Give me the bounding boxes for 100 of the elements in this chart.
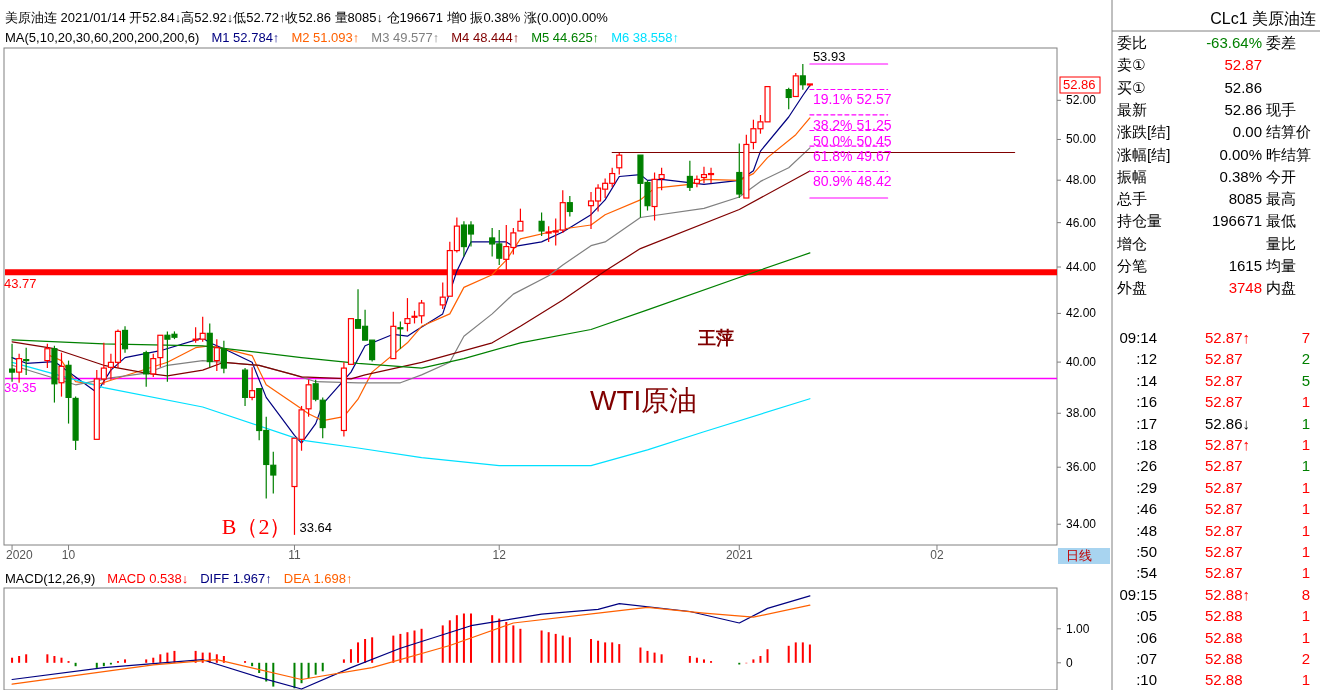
text: 今开	[1266, 167, 1296, 185]
category-label: 涨跌[结]	[1117, 123, 1171, 141]
text: 52.86	[1063, 77, 1096, 92]
chart-title: 美原油连 2021/01/14 开52.84↓高52.92↓低52.72↑收52.86 量8085↓ 仓196671 增0 振0.38% 涨(0.00)0.00%	[5, 10, 609, 25]
text: 1	[1301, 436, 1310, 453]
text: 52.87	[1205, 350, 1243, 368]
bar	[646, 650, 649, 663]
bar	[561, 635, 564, 663]
bar	[660, 654, 663, 663]
bar	[53, 656, 56, 663]
bar	[462, 613, 465, 663]
category-label: :16	[1136, 393, 1157, 411]
text: 52.87	[1205, 478, 1243, 496]
y-tick-label: 34.00	[1066, 517, 1097, 532]
candlestick	[249, 366, 256, 401]
text: 1	[1301, 457, 1310, 475]
chart-title: MACD(12,26,9)	[5, 571, 96, 586]
bar	[794, 642, 797, 663]
category-label: :10	[1136, 671, 1157, 689]
candlestick	[693, 174, 700, 188]
bar	[505, 622, 508, 663]
text: MACD 0.538↓	[107, 571, 189, 586]
text: DIFF 1.967↑	[200, 571, 272, 586]
annotation: WTI原油	[590, 385, 698, 416]
bar	[491, 615, 494, 663]
text: 1	[1301, 521, 1310, 539]
text: M2 51.093↑	[291, 30, 360, 45]
text: 1	[1301, 500, 1310, 518]
text: 52.88	[1205, 671, 1243, 689]
chart-subtitle: MA(5,10,20,30,60,200,200,200,6)	[5, 30, 200, 45]
text: 5	[1301, 371, 1310, 389]
bar	[300, 662, 303, 684]
text: 内盘	[1266, 279, 1296, 297]
text: 日线	[1066, 548, 1092, 563]
text: 8085	[1228, 190, 1262, 208]
text: 0.00%	[1219, 145, 1262, 163]
bar	[413, 630, 416, 663]
y-tick-label: 38.00	[1066, 406, 1097, 421]
text: 52.87	[1224, 56, 1262, 74]
text: 结算价	[1266, 123, 1311, 141]
bar	[11, 657, 14, 663]
text: 52.87↑	[1205, 436, 1251, 453]
annotation: 80.9% 48.42	[812, 173, 892, 190]
y-tick-label: 46.00	[1066, 215, 1097, 230]
candlestick	[16, 353, 23, 384]
text: 1	[1301, 393, 1310, 411]
text: 1	[1301, 414, 1310, 432]
annotation: 61.8% 49.67	[812, 148, 892, 165]
bar	[145, 659, 148, 663]
text: 52.87↑	[1205, 329, 1251, 346]
category-label: :05	[1136, 607, 1157, 625]
bar	[60, 657, 63, 663]
candlestick	[8, 343, 16, 383]
text: 52.86↓	[1205, 414, 1251, 432]
x-tick-label: 10	[61, 548, 76, 562]
y-tick-label: 40.00	[1066, 355, 1097, 370]
text: 1	[1301, 478, 1310, 496]
text: 1	[1301, 671, 1310, 689]
annotation: 38.2% 51.25	[812, 116, 892, 133]
candlestick	[241, 367, 249, 407]
category-label: 涨幅[结]	[1117, 145, 1171, 163]
category-label: :12	[1136, 350, 1157, 368]
text: 52.88↑	[1205, 585, 1251, 603]
bar	[166, 652, 169, 663]
text: 最低	[1266, 212, 1296, 230]
bar	[95, 662, 98, 668]
bar	[314, 662, 317, 675]
x-tick-label: 02	[930, 548, 944, 562]
text: 1	[1301, 607, 1310, 625]
text: M3 49.577↑	[371, 30, 440, 45]
text: 8	[1301, 585, 1310, 603]
bar	[469, 613, 472, 663]
text: 52.87	[1205, 371, 1243, 389]
bar	[349, 649, 352, 663]
category-label: 09:14	[1119, 329, 1157, 346]
bar	[766, 649, 769, 663]
category-label: :06	[1136, 628, 1157, 646]
bar	[787, 645, 790, 663]
bar	[342, 659, 345, 663]
bar	[688, 656, 691, 663]
category-label: 委比	[1117, 34, 1147, 51]
text: 最高	[1266, 190, 1296, 208]
text: 0.00	[1232, 123, 1262, 141]
y-tick-label: 50.00	[1066, 132, 1097, 147]
bar	[441, 625, 444, 663]
bar	[639, 647, 642, 663]
text: 1	[1301, 628, 1310, 646]
text: 52.87	[1205, 521, 1243, 539]
text: M4 48.444↑	[451, 30, 520, 45]
x-tick-label: 12	[492, 548, 507, 562]
category-label: :18	[1136, 436, 1157, 453]
bar	[498, 618, 501, 663]
text: 52.87	[1205, 457, 1243, 475]
annotation: 王萍	[697, 328, 734, 348]
bar	[695, 657, 698, 663]
annotation: 33.64	[299, 519, 333, 535]
bar	[124, 659, 127, 663]
bar	[611, 642, 614, 663]
bar	[568, 637, 571, 663]
y-tick-label: 52.00	[1066, 93, 1097, 108]
